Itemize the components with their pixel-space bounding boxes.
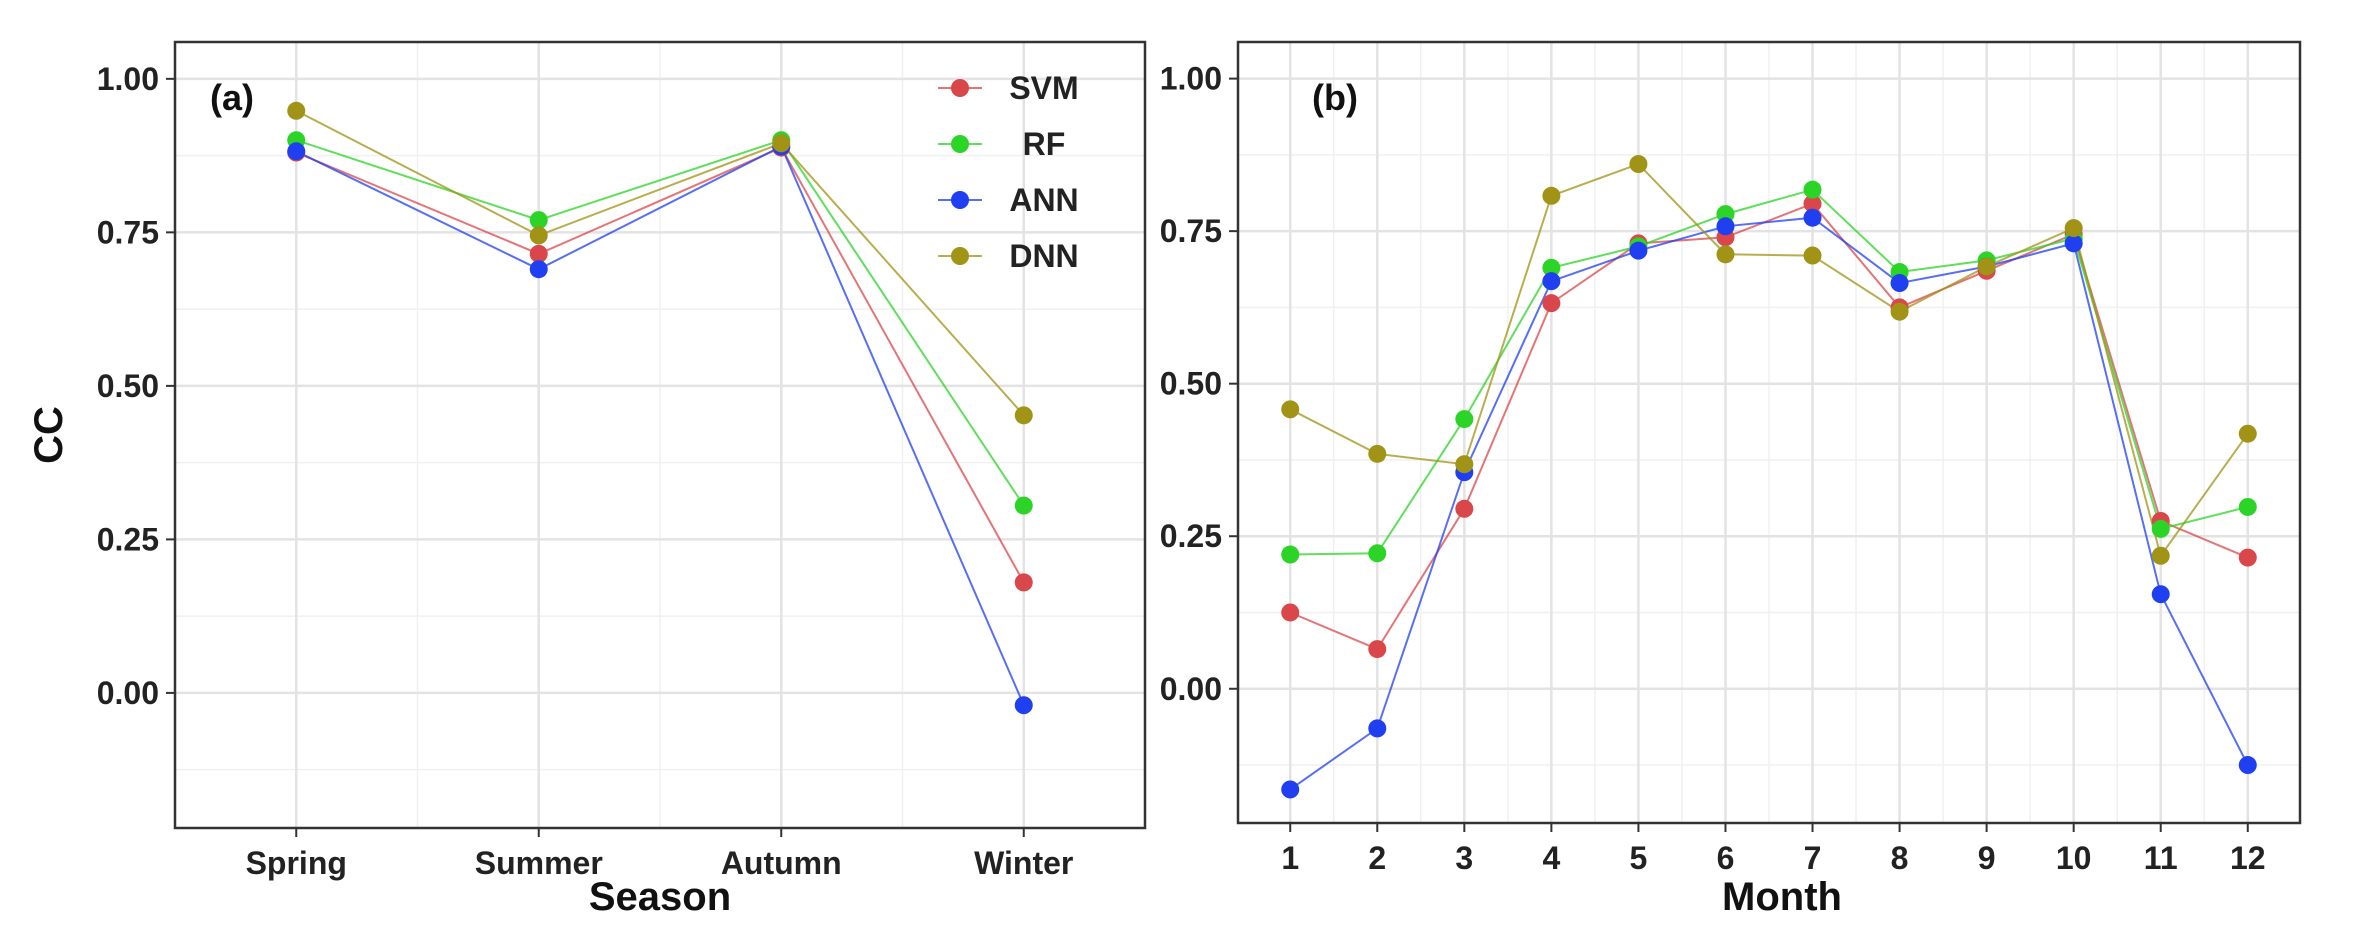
x-tick-label: Winter xyxy=(974,845,1073,881)
legend-label-svm: SVM xyxy=(1009,70,1078,106)
x-tick-label: 2 xyxy=(1368,840,1386,876)
data-point-rf xyxy=(1281,545,1300,564)
x-tick-label: Summer xyxy=(475,845,603,881)
data-point-svm xyxy=(1281,603,1300,622)
x-tick-label: 3 xyxy=(1455,840,1473,876)
y-tick-label: 1.00 xyxy=(97,61,159,97)
series-line-dnn xyxy=(295,109,1025,416)
panel-label: (b) xyxy=(1312,77,1358,118)
y-tick-label: 1.00 xyxy=(1160,61,1222,97)
legend-label-ann: ANN xyxy=(1009,182,1078,218)
legend-key-point-ann xyxy=(951,191,969,209)
data-point-svm xyxy=(1455,499,1474,518)
x-tick-label: 5 xyxy=(1630,840,1648,876)
data-point-dnn xyxy=(1716,245,1735,264)
data-point-rf xyxy=(1803,180,1822,199)
data-point-dnn xyxy=(1890,302,1909,321)
data-point-dnn xyxy=(2151,546,2170,565)
data-point-rf xyxy=(1014,496,1033,515)
x-tick-label: 9 xyxy=(1978,840,1996,876)
data-point-rf xyxy=(529,211,548,230)
x-axis-title: Month xyxy=(1722,875,1842,919)
data-point-dnn xyxy=(2064,219,2083,238)
x-tick-label: Spring xyxy=(246,845,347,881)
x-tick-label: 11 xyxy=(2144,840,2178,876)
data-point-ann xyxy=(287,142,306,161)
data-point-rf xyxy=(2238,497,2257,516)
data-point-ann xyxy=(529,260,548,279)
x-tick-label: 1 xyxy=(1281,840,1299,876)
x-tick-label: 10 xyxy=(2056,840,2092,876)
series-line-rf xyxy=(295,139,1025,507)
data-point-ann xyxy=(2151,585,2170,604)
data-point-ann xyxy=(1890,274,1909,293)
legend-label-dnn: DNN xyxy=(1009,238,1078,274)
data-point-dnn xyxy=(1455,455,1474,474)
data-point-svm xyxy=(2238,548,2257,567)
data-point-svm xyxy=(1542,294,1561,313)
x-axis-title: Season xyxy=(589,875,731,919)
data-point-dnn xyxy=(1542,186,1561,205)
data-point-svm xyxy=(1803,194,1822,213)
y-tick-label: 0.25 xyxy=(97,521,159,557)
x-tick-label: 8 xyxy=(1891,840,1909,876)
data-point-ann xyxy=(1368,719,1387,738)
data-point-svm xyxy=(1014,573,1033,592)
series-line-dnn xyxy=(1289,162,2249,559)
x-tick-label: 12 xyxy=(2230,840,2266,876)
legend-key-point-svm xyxy=(951,79,969,97)
y-tick-label: 0.00 xyxy=(1160,671,1222,707)
data-point-ann xyxy=(2238,756,2257,775)
panel-label: (a) xyxy=(210,77,254,118)
data-point-dnn xyxy=(2238,424,2257,443)
data-point-rf xyxy=(2151,519,2170,538)
y-tick-label: 0.75 xyxy=(1160,213,1222,249)
data-point-dnn xyxy=(1629,155,1648,174)
data-point-dnn xyxy=(772,134,791,153)
data-point-rf xyxy=(1368,544,1387,563)
series-line-svm xyxy=(295,146,1025,583)
data-point-rf xyxy=(1455,410,1474,429)
legend: SVM RF ANN DNN xyxy=(938,70,1079,274)
legend-key-point-rf xyxy=(951,135,969,153)
plot-border xyxy=(173,40,1147,830)
data-point-dnn xyxy=(1014,406,1033,425)
legend-key-point-dnn xyxy=(951,247,969,265)
x-tick-label: 4 xyxy=(1542,840,1560,876)
data-point-svm xyxy=(529,244,548,263)
y-tick-label: 0.00 xyxy=(97,675,159,711)
data-point-dnn xyxy=(529,226,548,245)
data-point-dnn xyxy=(287,101,306,120)
x-tick-label: 6 xyxy=(1717,840,1735,876)
panel-b: 0.000.250.500.751.001 2 3 4 5 6 7 8 9 10 11 12(b)Mo… xyxy=(1160,40,2302,919)
data-point-dnn xyxy=(1368,444,1387,463)
data-point-svm xyxy=(1368,640,1387,659)
y-tick-label: 0.50 xyxy=(1160,366,1222,402)
data-point-ann xyxy=(1014,696,1033,715)
data-point-ann xyxy=(1281,780,1300,799)
panel-a: 0.00 0.25 0.50 0.75 1.00 Spring Summer Autumn Wi… xyxy=(27,40,1147,919)
series-line-ann xyxy=(1289,216,2249,791)
y-axis-title: CC xyxy=(27,406,71,464)
series-line-ann xyxy=(295,145,1025,706)
data-point-dnn xyxy=(1281,400,1300,419)
legend-label-rf: RF xyxy=(1023,126,1066,162)
data-point-dnn xyxy=(1803,246,1822,265)
data-point-ann xyxy=(1803,208,1822,227)
data-point-ann xyxy=(1629,241,1648,260)
y-tick-label: 0.25 xyxy=(1160,518,1222,554)
y-tick-label: 0.50 xyxy=(97,368,159,404)
data-point-ann xyxy=(1542,272,1561,291)
plot-border xyxy=(1236,40,2302,825)
series-line-rf xyxy=(1290,188,2249,556)
data-point-dnn xyxy=(1977,257,1996,276)
data-point-ann xyxy=(2064,234,2083,253)
data-point-ann xyxy=(1716,217,1735,236)
y-tick-label: 0.75 xyxy=(97,214,159,250)
x-tick-label: Autumn xyxy=(721,845,842,881)
data-point-rf xyxy=(1542,258,1561,277)
x-tick-label: 7 xyxy=(1804,840,1822,876)
